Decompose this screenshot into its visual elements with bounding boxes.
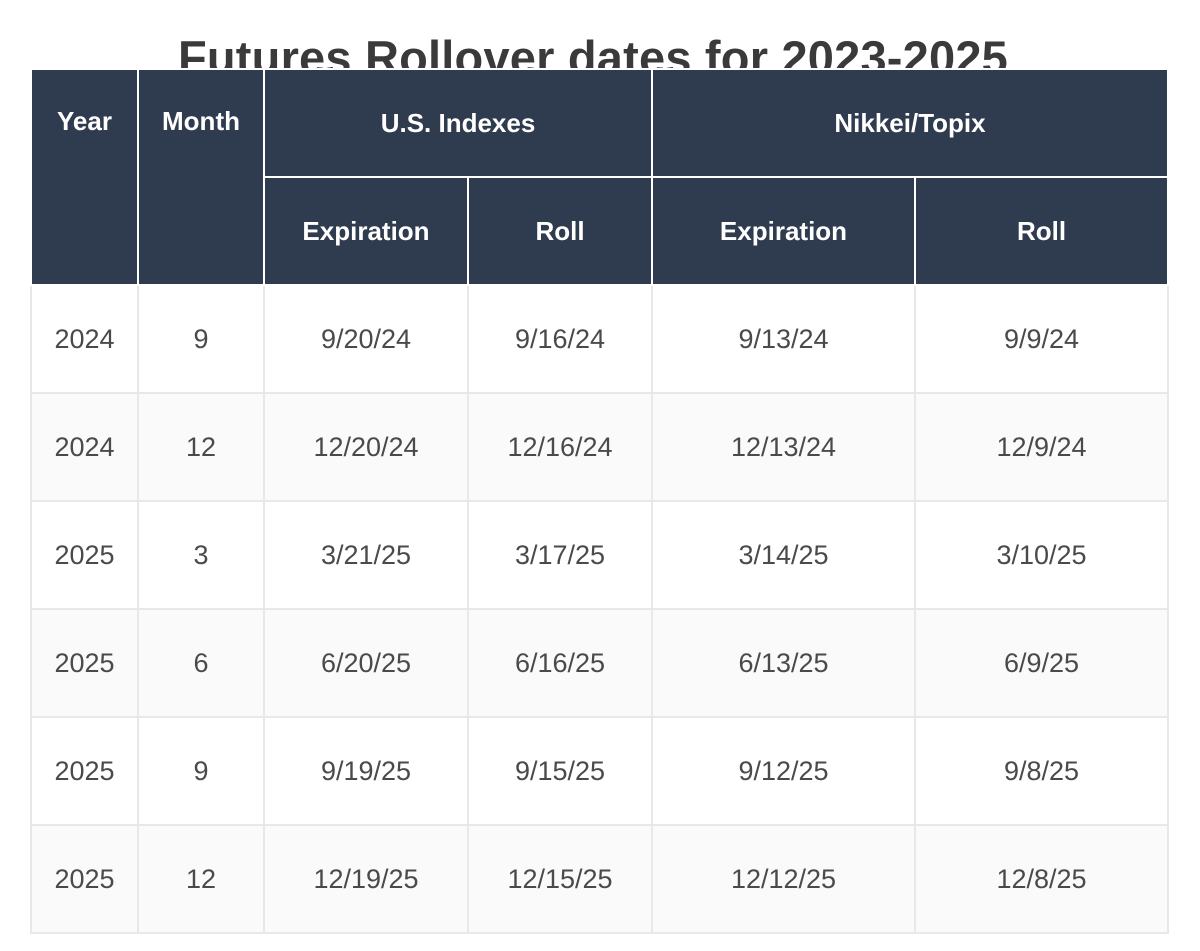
cell-nk-expiration: 9/12/25	[651, 716, 916, 826]
table-row: 2025 3 3/21/25 3/17/25 3/14/25 3/10/25	[30, 500, 1170, 610]
header-month: Month	[137, 68, 265, 286]
cell-year: 2025	[30, 716, 139, 826]
cell-us-roll: 3/17/25	[467, 500, 653, 610]
table-row: 2025 9 9/19/25 9/15/25 9/12/25 9/8/25	[30, 716, 1170, 826]
cell-us-roll: 9/16/24	[467, 284, 653, 394]
table-body: 2024 9 9/20/24 9/16/24 9/13/24 9/9/24 20…	[30, 284, 1170, 934]
cell-month: 12	[137, 392, 265, 502]
header-us-expiration: Expiration	[263, 176, 469, 286]
cell-month: 6	[137, 608, 265, 718]
table-row: 2025 6 6/20/25 6/16/25 6/13/25 6/9/25	[30, 608, 1170, 718]
cell-us-roll: 9/15/25	[467, 716, 653, 826]
cell-nk-expiration: 12/12/25	[651, 824, 916, 934]
cell-year: 2025	[30, 608, 139, 718]
rollover-table: Year Month U.S. Indexes Nikkei/Topix Exp…	[30, 68, 1170, 934]
cell-nk-roll: 9/8/25	[913, 716, 1170, 826]
cell-year: 2024	[30, 284, 139, 394]
cell-month: 9	[137, 716, 265, 826]
header-nk-expiration: Expiration	[651, 176, 916, 286]
table-row: 2024 12 12/20/24 12/16/24 12/13/24 12/9/…	[30, 392, 1170, 502]
cell-year: 2024	[30, 392, 139, 502]
header-us-roll: Roll	[467, 176, 653, 286]
cell-nk-expiration: 3/14/25	[651, 500, 916, 610]
cell-us-expiration: 9/20/24	[263, 284, 469, 394]
header-row-sub: Expiration Roll Expiration Roll	[31, 176, 1170, 286]
cell-nk-expiration: 9/13/24	[651, 284, 916, 394]
header-nikkei-topix: Nikkei/Topix	[650, 68, 1170, 178]
cell-month: 9	[137, 284, 265, 394]
cell-year: 2025	[30, 824, 139, 934]
cell-month: 12	[137, 824, 265, 934]
header-row-groups: Year Month U.S. Indexes Nikkei/Topix	[30, 68, 1170, 286]
cell-nk-roll: 9/9/24	[913, 284, 1170, 394]
cell-us-roll: 6/16/25	[467, 608, 653, 718]
cell-nk-roll: 6/9/25	[913, 608, 1170, 718]
header-year: Year	[30, 68, 139, 286]
cell-us-expiration: 12/19/25	[263, 824, 469, 934]
cell-year: 2025	[30, 500, 139, 610]
cell-nk-expiration: 12/13/24	[651, 392, 916, 502]
cell-nk-roll: 12/9/24	[913, 392, 1170, 502]
table-row: 2024 9 9/20/24 9/16/24 9/13/24 9/9/24	[30, 284, 1170, 394]
cell-us-expiration: 12/20/24	[263, 392, 469, 502]
cell-nk-roll: 3/10/25	[913, 500, 1170, 610]
table-row: 2025 12 12/19/25 12/15/25 12/12/25 12/8/…	[30, 824, 1170, 934]
cell-us-expiration: 9/19/25	[263, 716, 469, 826]
cell-us-roll: 12/15/25	[467, 824, 653, 934]
table-header: Year Month U.S. Indexes Nikkei/Topix Exp…	[30, 68, 1170, 286]
cell-us-roll: 12/16/24	[467, 392, 653, 502]
header-us-indexes: U.S. Indexes	[263, 68, 653, 178]
cell-us-expiration: 3/21/25	[263, 500, 469, 610]
cell-month: 3	[137, 500, 265, 610]
cell-nk-expiration: 6/13/25	[651, 608, 916, 718]
header-nk-roll: Roll	[913, 176, 1170, 286]
cell-us-expiration: 6/20/25	[263, 608, 469, 718]
cell-nk-roll: 12/8/25	[913, 824, 1170, 934]
